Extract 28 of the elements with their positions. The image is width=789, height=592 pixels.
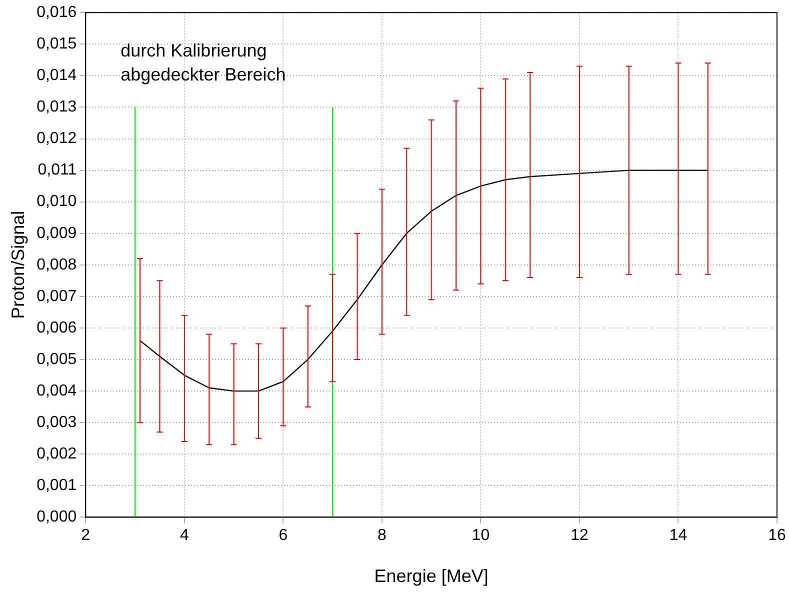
y-tick-label: 0,003 [36,414,77,431]
x-axis-title: Energie [MeV] [374,566,488,586]
y-tick-label: 0,005 [36,350,77,368]
x-tick-label: 16 [768,527,786,544]
y-tick-label: 0,010 [36,193,77,210]
y-tick-label: 0,012 [36,130,77,148]
y-tick-label: 0,014 [36,67,77,84]
y-tick-label: 0,007 [36,288,77,305]
x-tick-label: 12 [570,527,588,544]
y-axis-title: Proton/Signal [8,210,28,319]
x-tick-label: 14 [669,527,688,544]
x-tick-label: 6 [278,527,288,544]
x-tick-label: 4 [180,527,189,544]
x-tick-label: 10 [472,527,490,544]
y-tick-label: 0,004 [36,382,77,400]
x-tick-label: 8 [377,527,386,544]
y-tick-label: 0,011 [38,162,77,179]
y-tick-label: 0,016 [36,4,77,22]
annotation: durch Kalibrierung abgedeckter Bereich [120,40,286,85]
x-tick-label: 2 [81,527,90,544]
y-tick-label: 0,000 [36,508,77,526]
y-tick-label: 0,008 [36,256,77,274]
y-tick-label: 0,001 [36,477,77,494]
y-tick-label: 0,013 [36,98,77,116]
y-tick-label: 0,002 [36,446,77,463]
y-tick-label: 0,006 [36,319,77,336]
y-tick-label: 0,009 [36,224,77,242]
y-tick-label: 0,015 [36,36,77,53]
